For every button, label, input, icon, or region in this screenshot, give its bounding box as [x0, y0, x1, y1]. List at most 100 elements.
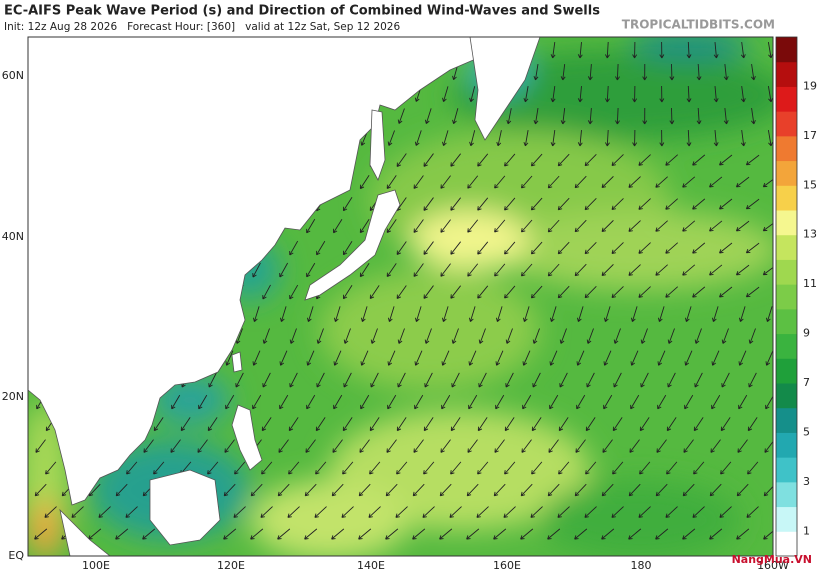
wave-arrow	[550, 86, 556, 103]
wave-arrow	[442, 86, 449, 103]
wave-arrow	[523, 86, 529, 103]
wave-arrow	[469, 86, 476, 103]
wave-arrow	[587, 107, 593, 125]
wave-arrow	[762, 267, 773, 276]
wave-arrow	[533, 64, 539, 81]
wave-arrow	[720, 461, 732, 475]
wave-arrow	[584, 153, 597, 167]
site-name: TROPICALTIDBITS.COM	[622, 18, 775, 32]
wave-arrow	[601, 483, 614, 497]
wave-arrow	[574, 175, 587, 189]
colorbar-swatch	[776, 481, 797, 508]
wave-arrow	[413, 175, 424, 189]
wave-arrow	[611, 242, 624, 255]
wave-arrow	[666, 461, 678, 475]
colorbar-label: 1	[803, 524, 810, 537]
wave-arrow	[450, 153, 461, 167]
wave-arrow	[396, 417, 407, 432]
wave-arrow	[493, 528, 507, 540]
land-kamchatka	[469, 37, 541, 141]
wave-arrow	[632, 129, 638, 147]
wave-arrow	[767, 42, 773, 59]
wave-arrow	[547, 175, 560, 189]
wave-arrow	[342, 417, 353, 432]
wave-arrow	[559, 328, 567, 344]
wave-arrow	[468, 350, 477, 366]
wave-arrow	[207, 417, 218, 432]
wave-arrow	[395, 506, 408, 518]
wave-arrow	[693, 461, 705, 475]
colorbar-label: 15	[803, 178, 817, 191]
wave-arrow	[630, 394, 640, 410]
colorbar-swatch	[776, 185, 797, 211]
wave-arrow	[521, 219, 533, 233]
wave-arrow	[369, 461, 381, 475]
wave-arrow	[305, 439, 316, 453]
wave-arrow	[740, 42, 746, 59]
colorbar-label: 7	[803, 376, 810, 389]
wave-arrow	[316, 372, 325, 388]
wave-arrow	[261, 461, 273, 475]
wave-arrow	[547, 528, 561, 540]
map-frame	[27, 36, 774, 557]
wave-arrow	[467, 175, 479, 189]
wave-arrow	[495, 350, 504, 366]
wave-arrow	[396, 285, 407, 299]
wave-arrow	[451, 372, 460, 388]
wave-arrow	[638, 198, 651, 210]
wave-arrow	[560, 64, 566, 81]
wave-arrow	[440, 439, 451, 453]
wave-arrow	[342, 197, 353, 212]
wave-arrow	[615, 63, 620, 81]
wave-arrow	[341, 506, 354, 518]
map	[28, 37, 773, 556]
wave-arrow	[765, 395, 773, 410]
wave-arrow	[723, 63, 729, 81]
wave-arrow	[530, 241, 543, 255]
wave-arrow	[640, 328, 648, 344]
colorbar-label: 9	[803, 327, 810, 340]
colorbar-swatch	[776, 135, 797, 162]
wave-arrow	[694, 328, 702, 344]
wave-arrow	[557, 506, 570, 518]
wave-arrow	[369, 285, 380, 300]
wave-arrow	[466, 483, 479, 497]
wave-arrow	[577, 85, 583, 103]
wave-arrow	[655, 483, 668, 497]
wave-arrow	[611, 154, 624, 167]
wave-arrow	[686, 129, 692, 147]
wave-arrow	[504, 197, 516, 211]
wave-arrow	[115, 528, 129, 540]
wave-arrow	[224, 439, 235, 453]
wave-arrow	[694, 372, 703, 388]
wave-arrow	[584, 241, 597, 255]
wave-arrow	[665, 242, 679, 254]
wave-arrow	[667, 328, 675, 344]
wave-arrow	[142, 528, 156, 540]
wave-arrow	[709, 528, 723, 540]
wave-arrow	[423, 241, 434, 255]
wave-arrow	[279, 306, 287, 322]
wave-arrow	[696, 63, 702, 81]
lon-label: 140E	[357, 559, 385, 572]
colorbar-swatch	[776, 234, 797, 260]
wave-arrow	[557, 285, 570, 299]
wave-arrow	[370, 372, 379, 388]
wave-arrow	[252, 262, 261, 278]
wave-arrow	[659, 129, 665, 147]
wave-arrow	[504, 417, 515, 432]
wave-arrow	[522, 350, 531, 366]
colorbar-swatch	[776, 86, 797, 112]
wave-arrow	[574, 219, 587, 233]
wave-arrow	[696, 107, 702, 125]
wave-arrow	[198, 394, 208, 410]
wave-arrow	[686, 85, 692, 103]
wave-arrow	[477, 153, 489, 167]
land-philippines	[231, 404, 263, 471]
wave-arrow	[467, 219, 479, 233]
wave-arrow	[414, 306, 422, 322]
wave-arrow	[762, 223, 773, 232]
wave-arrow	[252, 306, 260, 322]
wave-arrow	[530, 153, 543, 167]
